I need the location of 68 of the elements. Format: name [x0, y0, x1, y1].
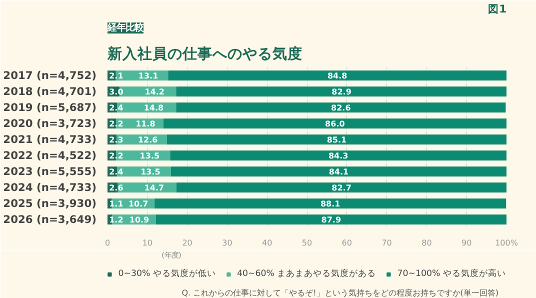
bar	[166, 134, 506, 144]
legend-label: 0~30% やる気度が低い	[118, 268, 216, 280]
bar	[170, 166, 506, 176]
data-label: 13.5	[140, 168, 161, 176]
data-label: 88.1	[320, 200, 341, 208]
y-tick-label: 2022 (n=4,522)	[3, 149, 97, 162]
bar	[163, 118, 506, 128]
legend-label: 40~60% まあまあやる気度がある	[236, 268, 376, 280]
data-label: 82.9	[332, 88, 352, 96]
text: Q. これからの仕事に対して「やるぞ!」という気持ちをどの程度お持ちですか(単一回答)	[182, 288, 499, 298]
data-label: 1.2	[109, 216, 124, 224]
data-label: 85.1	[326, 136, 348, 144]
data-label: 87.9	[321, 216, 342, 224]
data-label: 2.4	[109, 104, 124, 112]
x-tick-label: 0	[104, 238, 110, 248]
x-tick-label: 40	[262, 238, 272, 248]
data-label: 14.2	[144, 88, 164, 96]
legend-label: 70~100% やる気度が高い	[397, 268, 506, 280]
bar	[176, 86, 506, 96]
data-label: 13.1	[138, 72, 159, 80]
bar	[156, 214, 506, 224]
data-label: 2.2	[109, 120, 124, 128]
y-tick-label: 2020 (n=3,723)	[3, 117, 97, 130]
chart-title: 新入社員の仕事へのやる気度	[106, 44, 302, 62]
data-label: 14.7	[144, 184, 164, 192]
data-label: 10.7	[128, 200, 148, 208]
x-tick-label: 70	[382, 238, 392, 248]
x-tick-label: 30	[222, 238, 232, 248]
data-label: 3.0	[109, 88, 124, 96]
y-tick-label: 2026 (n=3,649)	[3, 213, 97, 226]
data-label: 1.1	[109, 200, 124, 208]
data-label: 84.8	[327, 72, 348, 80]
data-label: 11.8	[136, 120, 156, 128]
bar	[154, 198, 506, 208]
data-label: 2.6	[109, 184, 124, 192]
data-label: 14.8	[144, 104, 164, 112]
data-label: 82.6	[331, 104, 352, 112]
y-tick-label: 2019 (n=5,687)	[3, 101, 97, 114]
bar	[176, 102, 506, 112]
chart-subtitle: 経年比較	[106, 22, 144, 34]
x-tick-label: 90	[462, 238, 472, 248]
data-label: 2.3	[109, 136, 124, 144]
data-label: 2.2	[109, 152, 124, 160]
data-label: 84.1	[328, 168, 350, 176]
y-tick-label: 2018 (n=4,701)	[3, 85, 97, 98]
data-label: 2.4	[109, 168, 124, 176]
data-label: 13.5	[140, 152, 160, 160]
data-label: 10.9	[129, 216, 150, 224]
x-tick-label: 60	[342, 238, 352, 248]
data-label: 84.3	[328, 152, 348, 160]
bar	[168, 70, 506, 80]
data-label: 86.0	[325, 120, 346, 128]
x-tick-label: 10	[142, 238, 152, 248]
caption: 図1	[488, 2, 507, 16]
data-label: 12.6	[138, 136, 158, 144]
x-tick-label: 80	[422, 238, 432, 248]
y-tick-label: 2017 (n=4,752)	[3, 69, 97, 82]
data-label: 2.1	[109, 72, 124, 80]
x-tick-label: 100%	[495, 238, 518, 248]
y-tick-label: 2024 (n=4,733)	[3, 181, 97, 194]
y-tick-label: 2023 (n=5,555)	[3, 165, 97, 178]
data-label: 82.7	[332, 184, 352, 192]
y-tick-label: 2021 (n=4,733)	[3, 133, 97, 146]
x-tick-label: 50	[302, 238, 312, 248]
y-tick-label: 2025 (n=3,930)	[3, 197, 97, 210]
x-tick-label: 20	[182, 238, 192, 248]
bar	[176, 182, 506, 192]
bar	[170, 150, 506, 160]
